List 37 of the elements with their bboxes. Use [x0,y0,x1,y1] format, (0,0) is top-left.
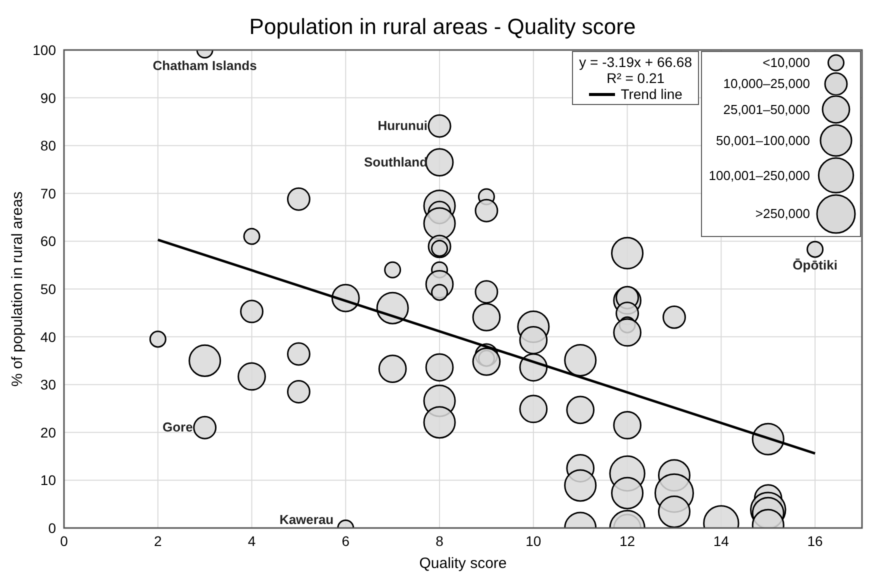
annotation: Ōpōtiki [792,257,838,272]
annotation: y = -3.19x + 66.68 [579,54,692,70]
legend-label: <10,000 [762,55,810,70]
legend-label: 10,000–25,000 [723,76,810,91]
legend-label: 25,001–50,000 [723,102,810,118]
y-tick-label: 50 [40,280,56,297]
x-tick-label: 4 [248,532,256,549]
x-tick-label: 14 [713,532,730,549]
legend-label: 100,001–250,000 [708,168,810,184]
x-axis-title: Quality score [419,555,507,572]
y-tick-label: 80 [40,138,56,154]
chart-title: Population in rural areas - Quality score [248,14,637,40]
legend-label: 50,001–100,000 [716,133,810,148]
y-tick-label: 100 [32,42,56,58]
legend-label: Trend line [620,86,682,102]
x-tick-label: 8 [436,532,444,549]
y-tick-label: 30 [40,376,56,393]
x-tick-label: 6 [342,532,350,549]
y-tick-label: 40 [40,328,56,345]
annotation: Kawerau [279,512,334,527]
y-tick-label: 10 [40,472,56,488]
y-tick-label: 70 [40,185,56,202]
y-tick-label: 90 [40,90,56,106]
y-tick-label: 20 [40,424,56,440]
y-axis-title: % of population in rural areas [9,191,26,387]
x-tick-label: 2 [154,532,162,549]
annotation: Hurunui [378,118,428,133]
x-tick-label: 10 [526,532,542,549]
y-tick-label: 0 [48,520,56,536]
x-tick-label: 0 [60,532,68,549]
y-tick-label: 60 [40,233,56,250]
x-tick-label: 16 [807,532,824,549]
annotation: Chatham Islands [152,58,257,73]
x-tick-label: 12 [620,532,636,549]
annotation: Gore [162,420,193,435]
legend-label: >250,000 [755,206,810,222]
annotation: R² = 0.21 [606,70,666,86]
